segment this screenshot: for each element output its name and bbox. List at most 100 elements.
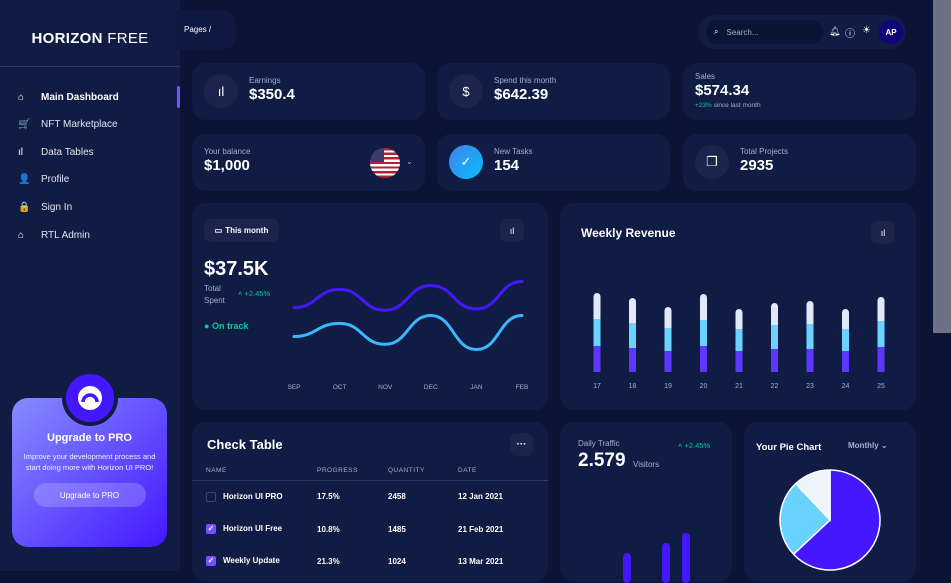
scrollbar-thumb[interactable] — [933, 0, 951, 333]
x-tick-label: 18 — [629, 383, 637, 390]
lock-icon: 🔒 — [18, 201, 31, 213]
chevron-down-icon[interactable]: ⌄ — [406, 157, 413, 166]
bar-segment — [735, 329, 743, 351]
logo: HORIZON FREE — [31, 30, 149, 47]
x-tick-label: FEB — [516, 384, 529, 391]
pie-slice — [792, 469, 881, 571]
more-options-icon[interactable]: ··· — [510, 433, 533, 456]
bar-segment — [735, 351, 743, 372]
sidebar-item-nft-marketplace[interactable]: 🛒 NFT Marketplace — [18, 119, 118, 131]
x-tick-label: 17 — [593, 383, 601, 390]
col-name[interactable]: NAME — [206, 467, 227, 475]
bar-chart-icon: ıl — [204, 74, 238, 108]
x-tick-label: 23 — [806, 383, 814, 390]
line-series-2 — [292, 314, 524, 352]
total-spent-value: $37.5K — [204, 258, 269, 280]
sidebar-item-rtl-admin[interactable]: ⌂ RTL Admin — [18, 229, 90, 241]
bar-segment — [593, 346, 601, 372]
pie-slice — [779, 482, 832, 556]
x-tick-label: 19 — [664, 383, 672, 390]
bar-segment — [629, 348, 636, 372]
x-tick-label: SEP — [287, 384, 300, 391]
add-task-icon: ✓ — [449, 145, 483, 179]
bar-segment — [593, 293, 601, 323]
traffic-unit: Visitors — [633, 460, 660, 469]
bar-chart-icon: ıl — [18, 146, 23, 158]
home-icon: ⌂ — [18, 91, 25, 103]
breadcrumb[interactable]: Pages / — [184, 25, 212, 34]
x-tick-label: 24 — [842, 383, 850, 390]
period-button[interactable]: ▭ This month — [204, 219, 279, 242]
bar-segment — [806, 349, 814, 372]
bar-segment — [664, 307, 672, 332]
us-flag-icon[interactable] — [370, 148, 400, 178]
row-checkbox[interactable]: ✓ — [206, 556, 216, 566]
sidebar-item-data-tables[interactable]: ıl Data Tables — [18, 146, 94, 158]
daily-traffic-card — [560, 422, 732, 582]
check-circle-icon: ● — [204, 321, 210, 331]
search-input[interactable]: ⌕ Search... — [706, 20, 823, 44]
traffic-bar — [662, 543, 670, 583]
bar-segment — [700, 294, 707, 324]
total-spent-label: Total Spent — [204, 284, 225, 305]
line-series-1 — [292, 280, 524, 312]
cart-icon: 🛒 — [18, 119, 31, 131]
home-icon: ⌂ — [18, 229, 25, 241]
col-date[interactable]: DATE — [458, 467, 477, 475]
bar-segment — [842, 309, 849, 333]
x-tick-label: JAN — [470, 384, 483, 391]
sidebar-item-main-dashboard[interactable]: ⌂ Main Dashboard — [18, 91, 119, 103]
pie-chart-title: Your Pie Chart — [756, 442, 822, 453]
bar-chart-icon[interactable]: ıl — [871, 221, 895, 244]
x-tick-label: OCT — [333, 384, 347, 391]
person-icon: 👤 — [18, 174, 31, 186]
active-indicator — [177, 86, 180, 108]
sidebar-item-profile[interactable]: 👤 Profile — [18, 174, 70, 186]
bar-segment — [700, 320, 707, 346]
traffic-bar — [623, 553, 631, 583]
change: ˄ +2.45% — [238, 289, 271, 298]
bar-segment — [771, 303, 778, 329]
promo-title: Upgrade to PRO — [47, 432, 132, 444]
line-chart: SEP OCT NOV DEC JAN FEB — [287, 280, 529, 391]
x-tick-label: DEC — [424, 384, 438, 391]
bell-icon[interactable]: 🔔︎ — [829, 26, 841, 36]
divider — [0, 66, 180, 67]
upgrade-button[interactable]: Upgrade to PRO — [33, 483, 146, 507]
status: ● On track — [204, 321, 249, 331]
row-checkbox[interactable]: ✓ — [206, 524, 216, 534]
weekly-revenue-chart: 17 18 19 20 21 22 23 24 25 — [593, 293, 885, 390]
info-icon[interactable]: ⓘ — [845, 29, 855, 40]
file-copy-icon: ❐ — [695, 145, 729, 179]
sidebar-item-sign-in[interactable]: 🔒 Sign In — [18, 201, 73, 213]
traffic-value: 2.579 — [578, 450, 626, 471]
x-tick-label: 21 — [735, 383, 743, 390]
bar-segment — [877, 321, 885, 347]
daily-traffic-label: Daily Traffic — [578, 439, 620, 448]
row-checkbox[interactable] — [206, 491, 216, 502]
bar-segment — [806, 301, 814, 328]
table-row: ✓ Weekly Update 21.3% 1024 13 Mar 2021 — [206, 556, 504, 566]
bar-segment — [700, 346, 707, 372]
theme-toggle-icon[interactable]: ☀ — [862, 25, 871, 36]
bar-segment — [842, 351, 849, 372]
bar-segment — [593, 319, 601, 346]
col-progress[interactable]: PROGRESS — [317, 467, 358, 475]
bar-segment — [877, 347, 885, 372]
bar-segment — [877, 297, 885, 325]
search-icon: ⌕ — [714, 27, 719, 36]
avatar[interactable]: AP — [879, 20, 903, 44]
bar-chart-icon[interactable]: ıl — [500, 219, 524, 242]
calendar-icon: ▭ — [214, 226, 223, 235]
pie-chart — [779, 469, 881, 571]
horizon-logo-icon — [62, 370, 118, 426]
bar-segment — [771, 325, 778, 349]
pie-slice — [794, 469, 831, 522]
bar-segment — [629, 323, 636, 348]
weekly-revenue-card — [560, 203, 916, 410]
bar-segment — [629, 298, 636, 327]
table-row: ✓ Horizon UI Free 10.8% 1485 21 Feb 2021 — [206, 524, 504, 534]
col-quantity[interactable]: QUANTITY — [388, 467, 425, 475]
table-row: Horizon UI PRO 17.5% 2458 12 Jan 2021 — [192, 480, 548, 513]
period-select[interactable]: Monthly ⌄ — [848, 441, 888, 450]
